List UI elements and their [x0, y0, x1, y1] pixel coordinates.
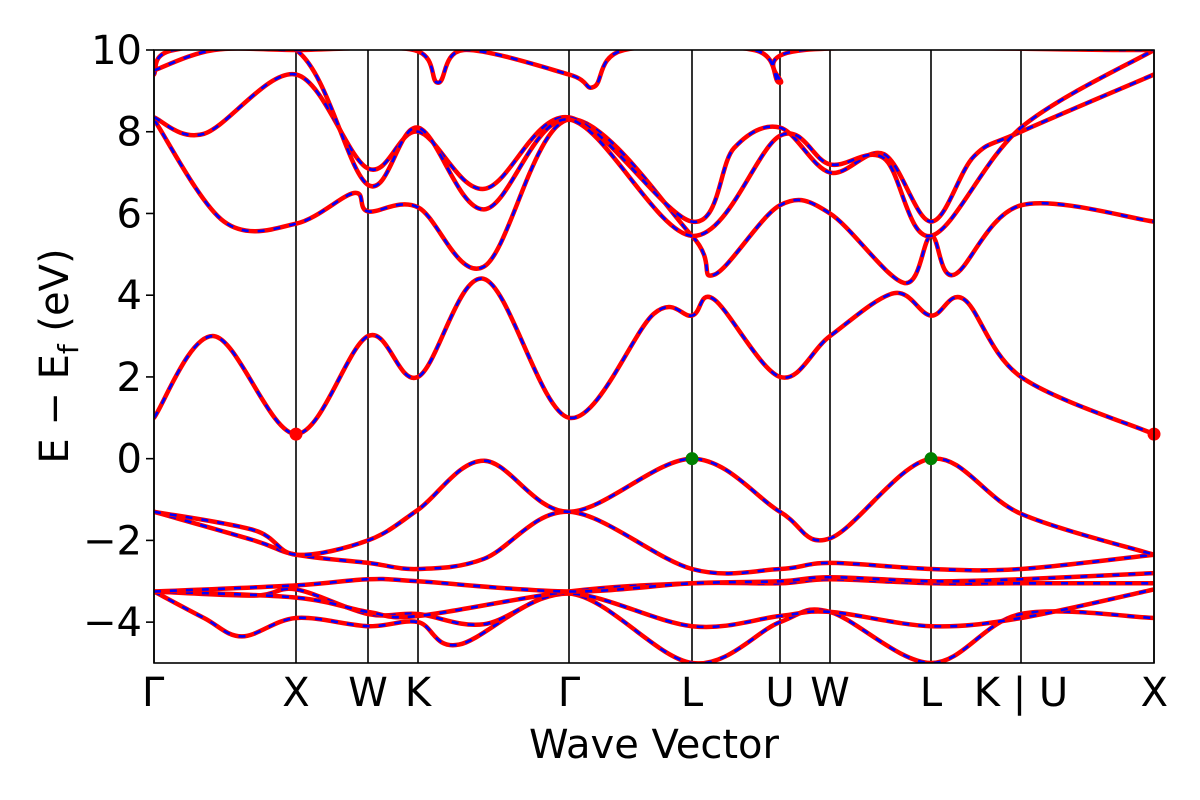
band-line-wannier [154, 577, 1154, 619]
extrema-markers [289, 427, 1161, 466]
band-line-dft [154, 50, 1154, 90]
x-axis-label: Wave Vector [529, 722, 780, 768]
band-line-wannier [154, 571, 1154, 593]
y-tick-label: 0 [117, 437, 142, 483]
y-tick-label: 10 [91, 28, 142, 74]
x-tick-label: K | U [974, 670, 1068, 716]
band-line-dft [154, 586, 1154, 630]
band-lines [154, 50, 1154, 663]
x-tick-label: Γ [142, 670, 165, 716]
band-line-wannier [154, 277, 1154, 436]
band-line-wannier [154, 457, 1154, 557]
x-tick-label: L [681, 670, 704, 716]
band-line-wannier [154, 590, 1154, 663]
x-tick-label: W [810, 670, 850, 716]
y-axis-ticks: −4 −2 0 2 4 6 8 10 [83, 28, 154, 646]
plot-frame [153, 49, 1155, 664]
band-line-dft [154, 509, 1154, 576]
band-line-dft [154, 589, 1154, 663]
band-line-wannier [154, 510, 1154, 575]
y-tick-label: 2 [117, 355, 142, 401]
band-line-dft [154, 276, 1154, 437]
x-tick-label: L [920, 670, 943, 716]
vbm-marker [685, 452, 699, 466]
cbm-marker [289, 427, 303, 441]
band-line-wannier [154, 118, 1154, 285]
y-axis-label: E − Ef (eV) [32, 248, 85, 463]
x-tick-label: U [765, 670, 794, 716]
vbm-marker [924, 452, 938, 466]
x-tick-label: Γ [558, 670, 581, 716]
band-line-wannier [154, 50, 1154, 238]
x-tick-label: W [348, 670, 388, 716]
x-tick-label: K [405, 670, 433, 716]
x-tick-label: X [282, 670, 309, 716]
band-line-dft [154, 456, 1154, 558]
y-tick-label: −2 [83, 518, 142, 564]
y-tick-label: 8 [117, 110, 142, 156]
y-tick-label: −4 [83, 600, 142, 646]
y-tick-label: 6 [117, 191, 142, 237]
x-tick-label: X [1141, 670, 1168, 716]
y-tick-label: 4 [117, 273, 142, 319]
band-line-wannier [154, 587, 1154, 629]
